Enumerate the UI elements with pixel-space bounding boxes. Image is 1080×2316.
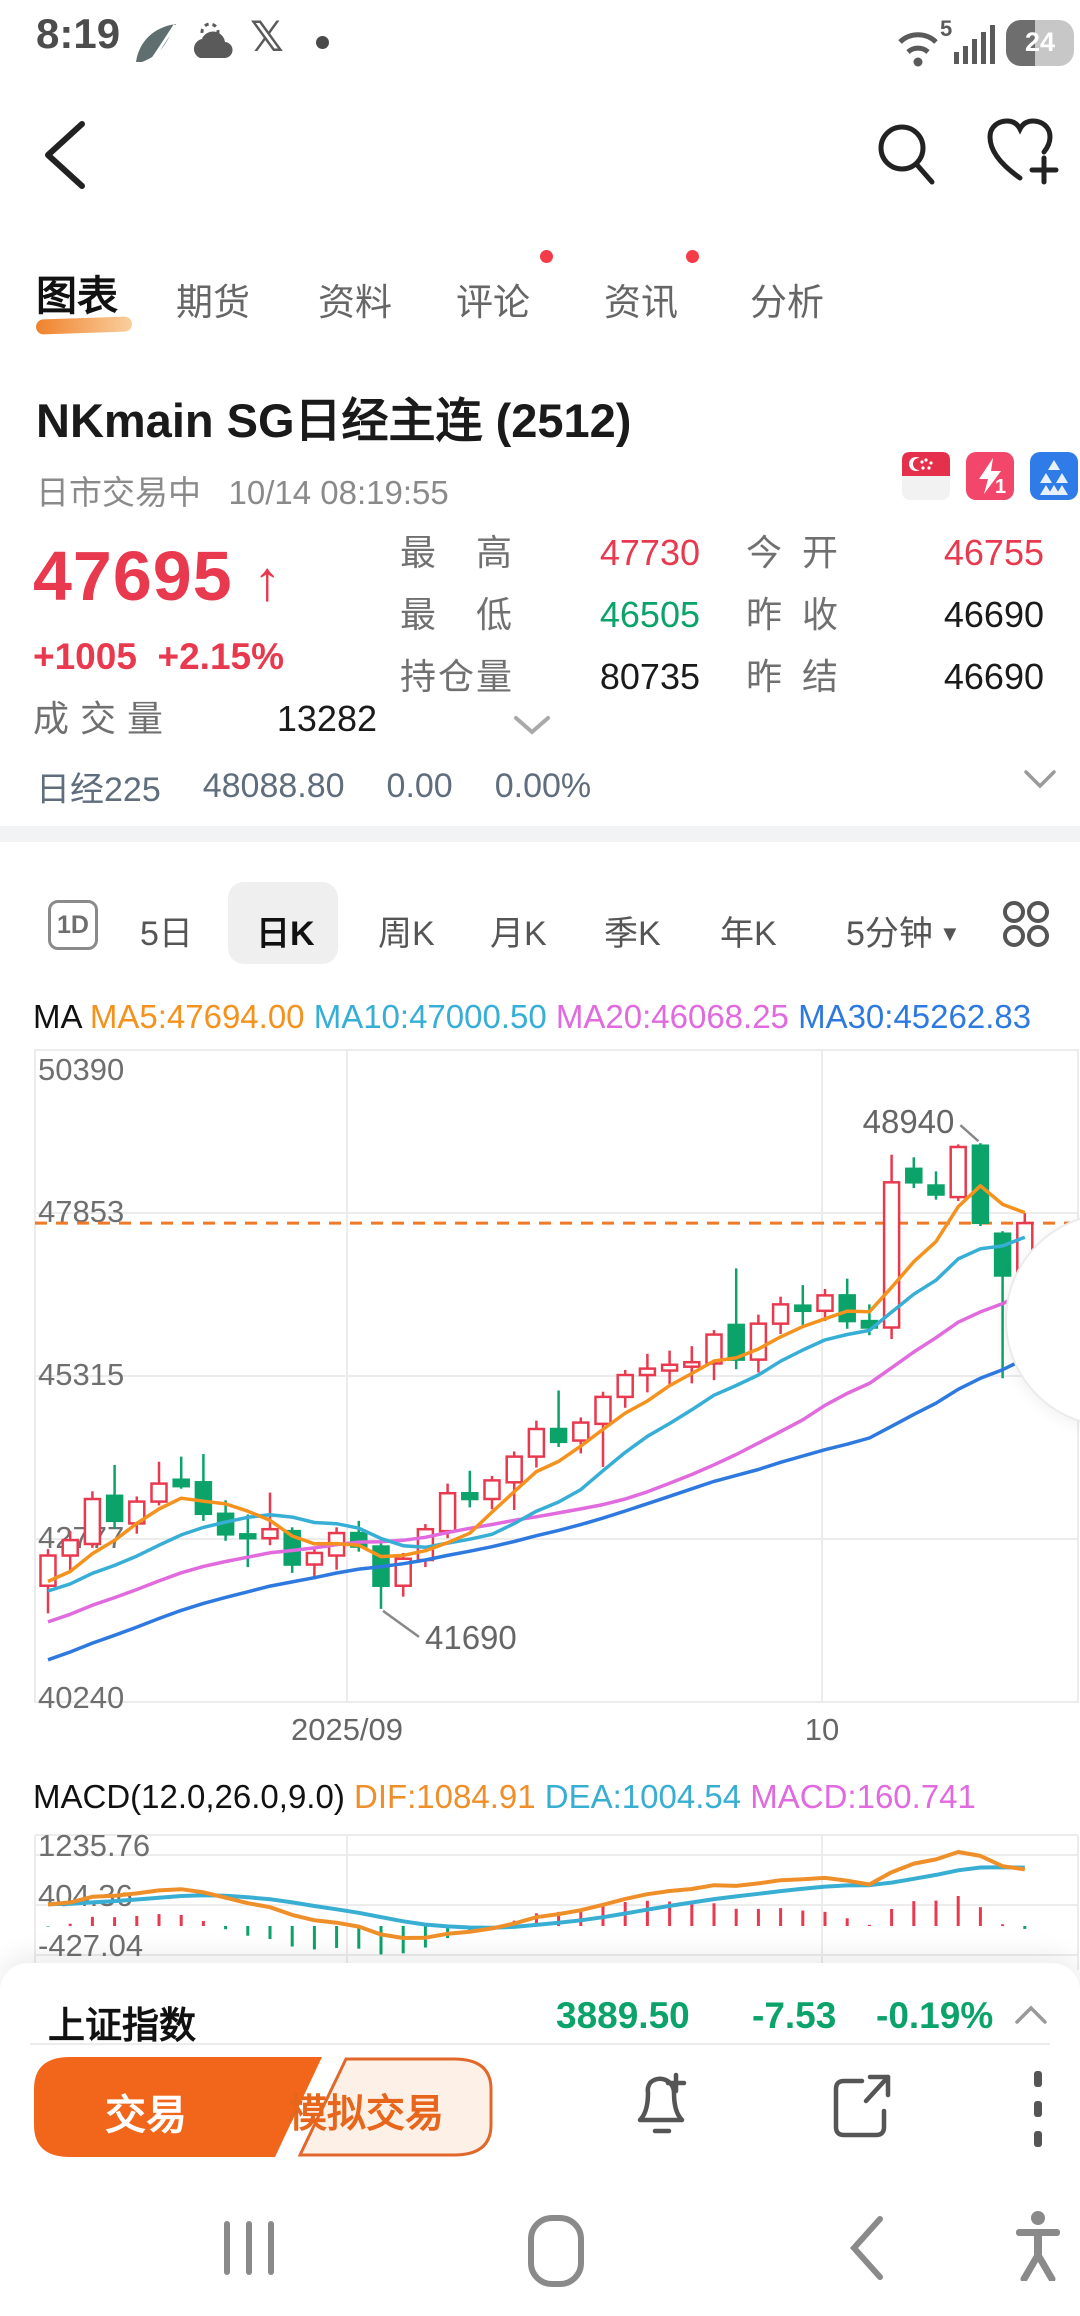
- battery-indicator: 24: [1006, 20, 1074, 66]
- index-bar-pct: -0.19%: [876, 1995, 994, 2036]
- search-icon[interactable]: [874, 120, 940, 188]
- trade-buttons-shape: [34, 2057, 493, 2157]
- expand-quote-chevron-icon[interactable]: [512, 712, 552, 738]
- svg-text:1: 1: [995, 476, 1006, 498]
- quote-stats-col2: 今开 46755 昨收 46690 昨结 46690: [746, 532, 1044, 697]
- nav-recents-icon[interactable]: [222, 2217, 278, 2279]
- back-button[interactable]: [42, 120, 88, 190]
- period-monthly[interactable]: 月K: [490, 915, 547, 953]
- svg-text:42777: 42777: [38, 1520, 124, 1555]
- macd-legend: MACD(12.0,26.0,9.0) DIF:1084.91 DEA:1004…: [33, 1778, 976, 1815]
- price-change: +1005 +2.15%: [33, 636, 285, 677]
- index-bar-collapse-chevron-icon[interactable]: [1014, 2003, 1048, 2027]
- underlying-expand-chevron-icon[interactable]: [1022, 768, 1058, 792]
- index-bar-name[interactable]: 上证指数: [48, 2005, 196, 2046]
- comments-badge-dot: [540, 250, 553, 263]
- svg-text:2025/09: 2025/09: [291, 1712, 403, 1747]
- instrument-title: NKmain SG日经主连 (2512): [36, 394, 632, 447]
- signal-icon: [954, 25, 995, 64]
- card-divider: [30, 2043, 1050, 2045]
- tab-chart[interactable]: 图表: [36, 273, 118, 319]
- svg-text:10: 10: [805, 1712, 839, 1747]
- volume-row: 成交量 13282: [33, 698, 377, 739]
- bottom-card: 上证指数 3889.50 -7.53 -0.19% 交易 模拟交易: [0, 1963, 1080, 2316]
- wifi-icon: 5: [898, 18, 952, 67]
- period-quarterly[interactable]: 季K: [604, 915, 661, 953]
- svg-text:50390: 50390: [38, 1052, 124, 1087]
- singapore-flag-icon: [902, 452, 950, 500]
- tab-news[interactable]: 资讯: [604, 282, 678, 323]
- period-weekly[interactable]: 周K: [378, 915, 435, 953]
- notification-app-icon: [136, 24, 177, 62]
- more-options-kebab-icon[interactable]: [1030, 2069, 1046, 2149]
- period-minutes-dropdown[interactable]: 5分钟 ▼: [846, 915, 961, 953]
- x-app-icon: 𝕏: [250, 13, 284, 60]
- share-icon[interactable]: [828, 2071, 898, 2147]
- price-alert-bell-icon[interactable]: [628, 2071, 698, 2147]
- paper-trade-button[interactable]: 模拟交易: [288, 2093, 445, 2136]
- ma-legend: MA MA5:47694.00 MA10:47000.50 MA20:46068…: [33, 998, 1032, 1035]
- underlying-index-row[interactable]: 日经225 48088.80 0.00 0.00%: [36, 767, 592, 809]
- period-1d-button[interactable]: 1D: [48, 900, 98, 950]
- period-5d[interactable]: 5日: [140, 915, 193, 953]
- quote-datetime: 10/14 08:19:55: [228, 474, 449, 511]
- svg-text:41690: 41690: [425, 1619, 517, 1656]
- chart-layout-grid-icon[interactable]: [1000, 898, 1052, 950]
- svg-text:40240: 40240: [38, 1680, 124, 1715]
- tab-futures[interactable]: 期货: [176, 282, 250, 323]
- nav-back-icon[interactable]: [846, 2215, 886, 2281]
- dropdown-caret-icon: ▼: [932, 921, 961, 946]
- price-up-arrow-icon: ↑: [253, 549, 283, 612]
- period-daily[interactable]: 日K: [256, 915, 315, 953]
- status-bar-time: 8:19: [36, 10, 121, 57]
- last-price: 47695 ↑: [33, 537, 283, 615]
- period-yearly[interactable]: 年K: [720, 915, 777, 953]
- svg-text:48940: 48940: [863, 1103, 955, 1140]
- tab-comments[interactable]: 评论: [456, 282, 530, 323]
- svg-text:45315: 45315: [38, 1357, 124, 1392]
- add-favorite-heart-icon[interactable]: [986, 118, 1064, 188]
- gold-futures-icon: [1030, 452, 1078, 500]
- svg-text:-427.04: -427.04: [38, 1928, 143, 1963]
- session-status: 日市交易中 10/14 08:19:55: [36, 474, 449, 511]
- trade-button[interactable]: 交易: [105, 2092, 187, 2138]
- news-badge-dot: [686, 250, 699, 263]
- svg-text:1235.76: 1235.76: [38, 1830, 150, 1863]
- paper-trade-button-bg[interactable]: [297, 2057, 493, 2157]
- tab-profile[interactable]: 资料: [318, 282, 392, 323]
- nav-home-icon[interactable]: [528, 2215, 584, 2287]
- wifi-gen-label: 5: [940, 18, 952, 41]
- quote-stats-col1: 最高 47730 最低 46505 持仓量 80735: [400, 532, 700, 697]
- index-bar-change: -7.53: [752, 1995, 837, 2036]
- weather-cloud-icon: [193, 22, 233, 59]
- trade-button-bg[interactable]: [34, 2057, 322, 2157]
- nav-accessibility-icon[interactable]: [1012, 2209, 1064, 2281]
- period-daily-bg: [228, 882, 338, 964]
- tab-analysis[interactable]: 分析: [750, 282, 824, 323]
- level1-quote-icon: 1: [966, 452, 1014, 500]
- section-separator: [0, 826, 1080, 842]
- notification-dot-icon: [316, 36, 329, 49]
- index-bar-value: 3889.50: [556, 1995, 690, 2036]
